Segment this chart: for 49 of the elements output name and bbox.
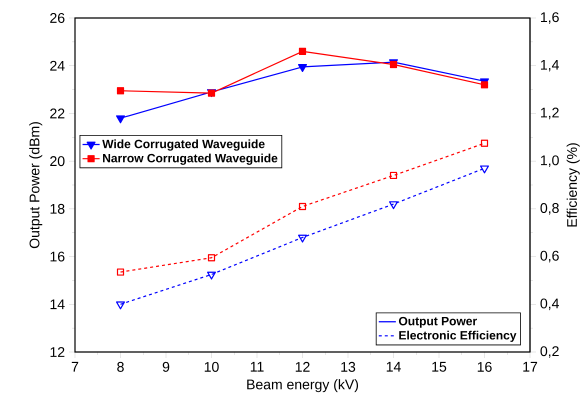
- y-tick-label: 16: [50, 252, 64, 262]
- point: [116, 115, 125, 124]
- y2-tick-label: 1,0: [541, 155, 559, 167]
- y-tick-label: 18: [50, 204, 64, 214]
- y-tick-label: 14: [50, 299, 65, 310]
- x-tick-label: 15: [432, 362, 446, 372]
- y-tick-label: 24: [50, 60, 65, 71]
- point: [389, 201, 398, 210]
- y2-tick-label: 0,6: [540, 250, 559, 262]
- point: [116, 87, 124, 94]
- y-tick-label: 12: [50, 347, 64, 357]
- x-tick-label: 12: [296, 362, 310, 372]
- annotation: Output Power: [398, 316, 477, 328]
- y2-tick-label: 1,4: [541, 60, 559, 72]
- legend-label: Narrow Corrugated Waveguide: [103, 154, 278, 165]
- y-tick-label: 22: [50, 108, 64, 118]
- x-tick-label: 10: [204, 362, 219, 372]
- legend-label: Wide Corrugated Waveguide: [102, 139, 265, 151]
- y2-axis-title: Efficiency (%): [566, 143, 580, 227]
- x-axis-title: Beam energy (kV): [247, 379, 358, 392]
- y2-tick-label: 0,2: [540, 346, 559, 358]
- point: [390, 172, 398, 180]
- x-tick-label: 13: [341, 362, 356, 372]
- y-tick-label: 20: [50, 156, 65, 166]
- point: [298, 64, 307, 72]
- annotation: Electronic Efficiency: [399, 330, 516, 342]
- y-tick-label: 26: [50, 13, 64, 23]
- x-tick-label: 17: [523, 362, 538, 372]
- point: [298, 48, 306, 55]
- x-tick-label: 7: [72, 362, 78, 372]
- point: [116, 268, 124, 276]
- x-tick-label: 14: [386, 362, 401, 372]
- point: [480, 165, 489, 174]
- y2-tick-label: 0,8: [540, 203, 559, 215]
- y2-tick-label: 0,4: [540, 298, 559, 310]
- y2-tick-label: 1,6: [541, 12, 559, 24]
- x-tick-label: 8: [117, 362, 124, 372]
- point: [298, 202, 306, 210]
- point: [298, 234, 307, 243]
- point: [116, 301, 125, 310]
- y-axis-title: Output Power (dBm): [29, 122, 42, 248]
- point: [480, 140, 488, 147]
- x-tick-label: 16: [478, 362, 492, 372]
- point: [480, 81, 488, 88]
- point: [208, 254, 216, 262]
- x-tick-label: 9: [162, 362, 170, 372]
- x-tick-label: 11: [250, 362, 264, 372]
- point: [207, 272, 216, 280]
- y2-tick-label: 1,2: [541, 108, 559, 120]
